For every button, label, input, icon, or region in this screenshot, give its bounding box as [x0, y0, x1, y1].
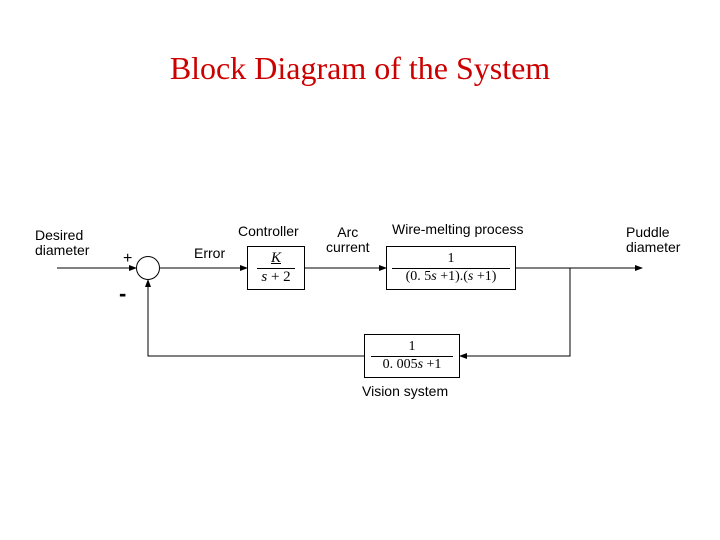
label-arc-line2: current: [326, 240, 370, 255]
block-diagram: Desired diameter + - Error Controller Ar…: [0, 0, 720, 540]
label-controller: Controller: [238, 224, 299, 239]
vision-numerator: 1: [407, 340, 418, 355]
controller-tf: K s + 2: [257, 251, 295, 286]
label-wire-melting: Wire-melting process: [392, 222, 523, 237]
process-tf: 1 (0. 5s +1).(s +1): [392, 252, 510, 284]
label-puddle-line2: diameter: [626, 240, 680, 255]
arrow-vision-to-sum: [148, 280, 364, 356]
summing-junction: [136, 256, 160, 280]
label-vision-system: Vision system: [362, 384, 448, 399]
signal-arrows: [0, 0, 720, 540]
label-desired-line1: Desired: [35, 228, 89, 243]
controller-block: K s + 2: [247, 246, 305, 290]
label-plus-sign: +: [123, 250, 132, 268]
label-arc-line1: Arc: [326, 225, 370, 240]
label-arc-current: Arc current: [326, 225, 370, 256]
label-puddle-line1: Puddle: [626, 225, 680, 240]
label-minus-sign: -: [119, 282, 126, 306]
controller-denominator: s + 2: [259, 270, 292, 286]
process-numerator: 1: [446, 252, 457, 267]
process-denominator: (0. 5s +1).(s +1): [404, 270, 499, 285]
label-desired-line2: diameter: [35, 243, 89, 258]
process-block: 1 (0. 5s +1).(s +1): [386, 246, 516, 290]
controller-numerator: K: [269, 251, 283, 267]
label-puddle-diameter: Puddle diameter: [626, 225, 680, 256]
vision-block: 1 0. 005s +1: [364, 334, 460, 378]
label-error: Error: [194, 246, 225, 261]
vision-denominator: 0. 005s +1: [381, 358, 444, 373]
vision-tf: 1 0. 005s +1: [371, 340, 453, 372]
label-desired-diameter: Desired diameter: [35, 228, 89, 259]
